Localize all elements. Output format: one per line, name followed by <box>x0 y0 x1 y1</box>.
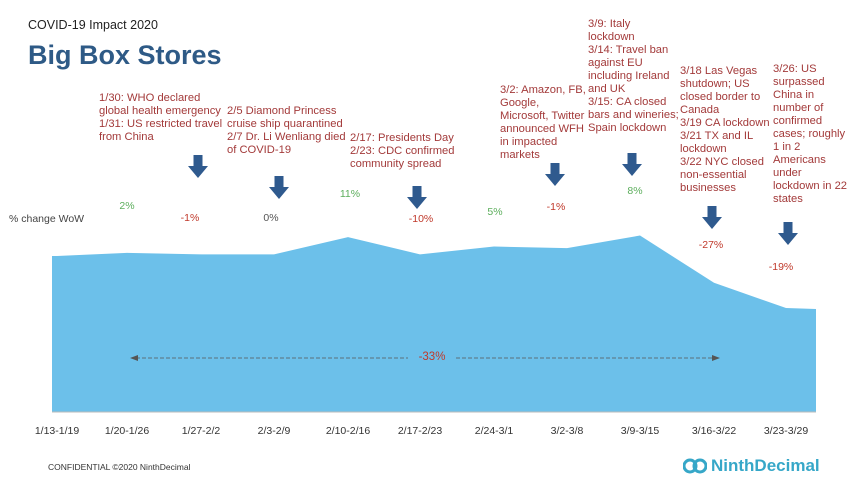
change-label: 5% <box>487 206 503 218</box>
chart-title: Big Box Stores <box>28 40 222 70</box>
change-label: 11% <box>339 188 361 200</box>
event-annotation: 2/17: Presidents Day 2/23: CDC confirmed… <box>350 132 455 170</box>
change-label: 0% <box>263 212 279 224</box>
change-label: 8% <box>627 185 643 197</box>
x-tick-label: 3/16-3/22 <box>691 425 737 437</box>
event-annotation: 2/5 Diamond Princess cruise ship quarant… <box>227 105 346 156</box>
x-tick-label: 3/2-3/8 <box>550 425 584 437</box>
down-arrow-icon <box>622 153 642 176</box>
x-tick-label: 2/10-2/16 <box>325 425 371 437</box>
confidential-footer: CONFIDENTIAL ©2020 NinthDecimal <box>48 462 191 472</box>
event-annotation: 3/2: Amazon, FB, Google, Microsoft, Twit… <box>500 84 586 161</box>
change-label: 2% <box>119 200 135 212</box>
logo-text: NinthDecimal <box>711 456 820 475</box>
x-tick-label: 1/13-1/19 <box>34 425 80 437</box>
change-label: -19% <box>768 261 794 273</box>
total-change-label: -33% <box>418 351 446 363</box>
event-annotation: 1/30: WHO declared global health emergen… <box>99 92 223 143</box>
down-arrow-icon <box>188 155 208 178</box>
down-arrow-icon <box>778 222 798 245</box>
x-tick-label: 3/23-3/29 <box>763 425 809 437</box>
down-arrow-icon <box>545 163 565 186</box>
x-tick-label: 1/20-1/26 <box>104 425 150 437</box>
chart-supertitle: COVID-19 Impact 2020 <box>28 18 158 32</box>
total-change-arrowhead-right <box>712 355 720 361</box>
down-arrow-icon <box>269 176 289 199</box>
total-change-arrowhead-left <box>130 355 138 361</box>
change-label: -1% <box>180 212 200 224</box>
event-annotation: 3/26: US surpassed China in number of co… <box>773 63 848 205</box>
change-label: -1% <box>546 201 566 213</box>
y-axis-label: % change WoW <box>9 213 85 225</box>
x-tick-label: 2/3-2/9 <box>257 425 291 437</box>
x-tick-label: 1/27-2/2 <box>181 425 221 437</box>
change-label: -27% <box>698 239 724 251</box>
area-series <box>52 235 816 412</box>
change-label: -10% <box>408 213 434 225</box>
company-logo: NinthDecimal <box>683 456 820 476</box>
event-annotation: 3/18 Las Vegas shutdown; US closed borde… <box>680 65 770 194</box>
logo-icon <box>683 458 707 474</box>
down-arrow-icon <box>702 206 722 229</box>
down-arrow-icon <box>407 186 427 209</box>
x-tick-label: 3/9-3/15 <box>620 425 660 437</box>
event-annotation: 3/9: Italy lockdown 3/14: Travel ban aga… <box>588 18 679 134</box>
x-tick-label: 2/24-3/1 <box>474 425 514 437</box>
x-tick-label: 2/17-2/23 <box>397 425 443 437</box>
